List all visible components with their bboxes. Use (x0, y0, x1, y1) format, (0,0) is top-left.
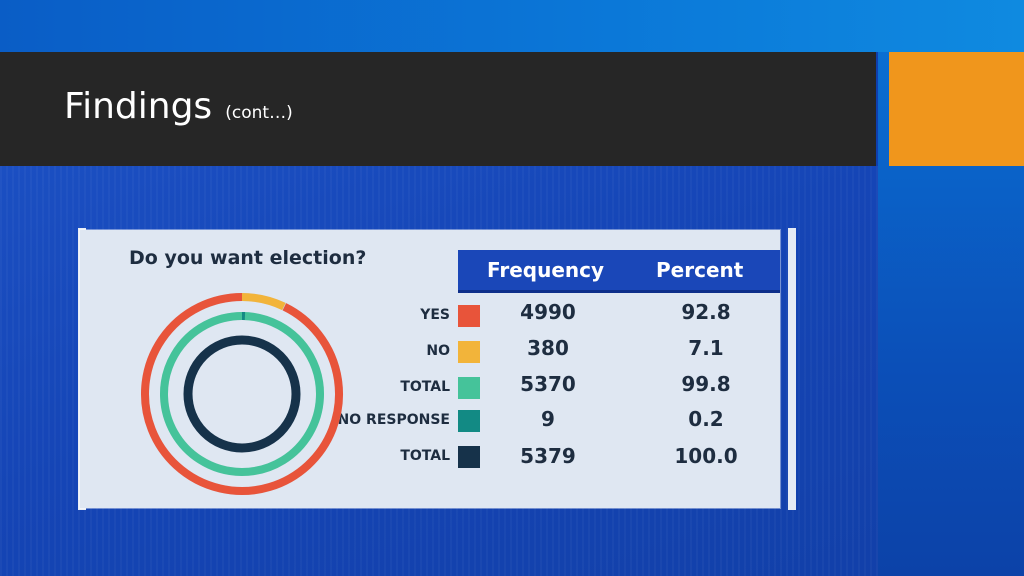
row-label-no-response: NO RESPONSE (337, 412, 450, 428)
column-header-percent: Percent (656, 258, 744, 282)
percent-no: 7.1 (688, 336, 724, 360)
frequency-no-response: 9 (541, 407, 555, 431)
row-label-yes: YES (420, 307, 450, 323)
ring-chart (141, 293, 343, 495)
frequency-yes: 4990 (520, 300, 576, 324)
ring-arc-yes-0 (141, 293, 343, 495)
row-label-no: NO (426, 343, 450, 359)
slide-title: Findings (cont…) (64, 86, 293, 127)
legend-swatch-no (458, 341, 480, 363)
frequency-no: 380 (527, 336, 569, 360)
row-label-total: TOTAL (400, 379, 450, 395)
percent-no-response: 0.2 (688, 407, 724, 431)
slide-subtitle-text: (cont…) (225, 103, 293, 123)
percent-total: 99.8 (681, 372, 731, 396)
title-bar (0, 52, 876, 166)
top-band (0, 0, 1024, 52)
legend-swatch-grand-total (458, 446, 480, 468)
frequency-total: 5370 (520, 372, 576, 396)
chart-title: Do you want election? (129, 247, 367, 269)
accent-square (889, 52, 1024, 166)
table-header (458, 250, 780, 293)
slide-title-text: Findings (64, 86, 213, 127)
percent-grand-total: 100.0 (674, 444, 738, 468)
percent-yes: 92.8 (681, 300, 731, 324)
legend-swatch-no-response (458, 410, 480, 432)
ring-arc-total-4 (183, 335, 301, 453)
frequency-grand-total: 5379 (520, 444, 576, 468)
ring-arc-no-1 (241, 293, 286, 311)
ring-arc-total-2 (160, 312, 324, 476)
column-header-frequency: Frequency (487, 258, 605, 282)
row-label-grand-total: TOTAL (400, 448, 450, 464)
panel-right-edge (788, 228, 796, 510)
legend-swatch-total (458, 377, 480, 399)
legend-swatch-yes (458, 305, 480, 327)
